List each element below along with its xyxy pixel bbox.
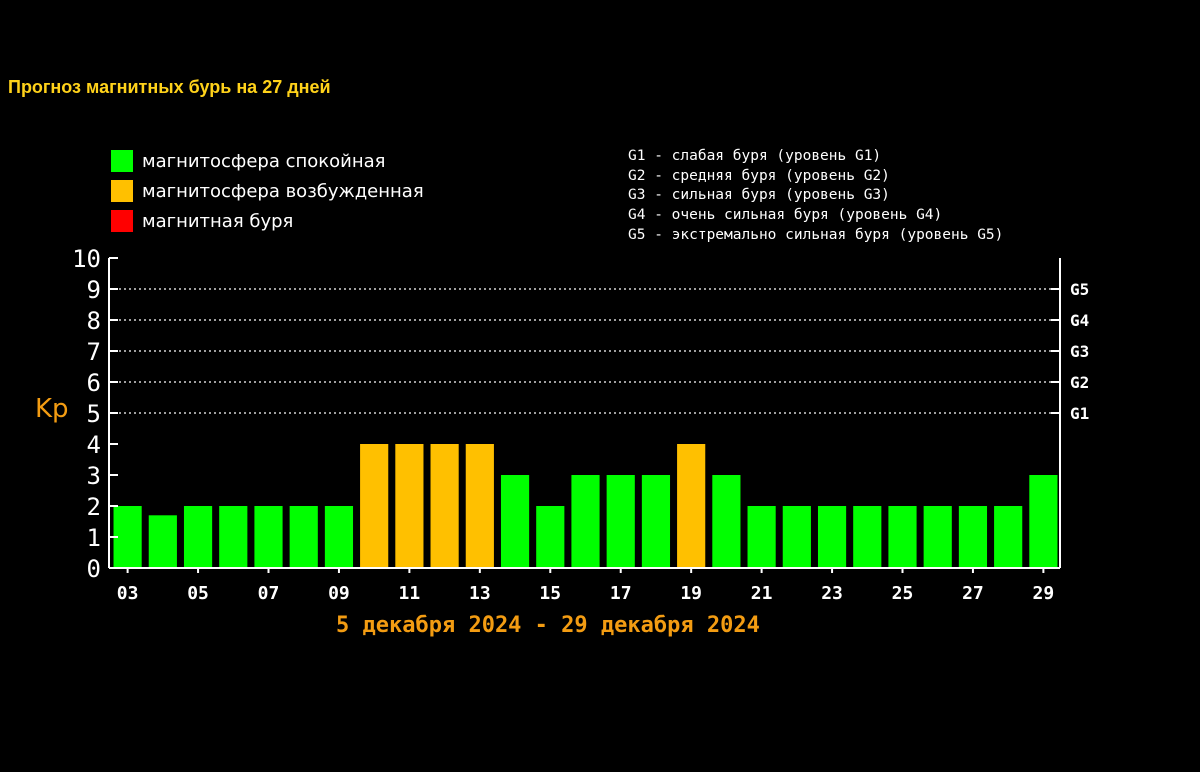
x-tick-label-19: 19 [680, 583, 702, 604]
y-tick-label-6: 6 [87, 369, 101, 397]
bar-day-23 [817, 506, 847, 568]
bar-day-29 [1029, 475, 1058, 568]
x-tick-label-07: 07 [258, 583, 280, 604]
bar-day-03 [113, 506, 142, 568]
bar-day-07 [254, 506, 283, 568]
right-tick-label-g3: G3 [1070, 342, 1089, 361]
y-tick-label-5: 5 [87, 400, 101, 428]
bar-day-26 [923, 506, 952, 568]
x-tick-label-13: 13 [469, 583, 491, 604]
g5-description: G5 - экстремально сильная буря (уровень … [628, 226, 1004, 243]
legend-label-quiet: магнитосфера спокойная [142, 150, 386, 172]
y-tick-label-9: 9 [87, 276, 101, 304]
legend-swatch-excited [111, 180, 133, 202]
bar-day-18 [641, 475, 671, 568]
bar-day-06 [219, 506, 248, 568]
legend-item-storm: магнитная буря [111, 206, 424, 236]
bar-day-15 [536, 506, 565, 568]
bar-day-08 [289, 506, 318, 568]
x-tick-label-09: 09 [328, 583, 350, 604]
x-tick-label-15: 15 [539, 583, 561, 604]
bar-day-12 [430, 444, 459, 568]
g-level-descriptions: G1 - слабая буря (уровень G1) G2 - средн… [628, 147, 1003, 246]
y-tick-label-10: 10 [72, 245, 101, 273]
right-tick-label-g5: G5 [1070, 280, 1089, 299]
bar-day-20 [712, 475, 741, 568]
right-tick-label-g4: G4 [1070, 311, 1089, 330]
right-tick-label-g2: G2 [1070, 373, 1089, 392]
bar-day-10 [360, 444, 389, 568]
bar-day-24 [853, 506, 882, 568]
bar-day-27 [958, 506, 988, 568]
legend-swatch-storm [111, 210, 133, 232]
right-tick-label-g1: G1 [1070, 404, 1089, 423]
chart-title: Прогноз магнитных бурь на 27 дней [8, 77, 331, 97]
x-tick-label-27: 27 [962, 583, 984, 604]
bar-day-04 [148, 515, 177, 568]
y-axis-label: Kp [35, 394, 69, 424]
x-tick-label-25: 25 [892, 583, 914, 604]
bar-day-13 [465, 444, 494, 568]
y-tick-label-4: 4 [87, 431, 101, 459]
x-tick-label-21: 21 [751, 583, 773, 604]
y-tick-label-8: 8 [87, 307, 101, 335]
legend-label-excited: магнитосфера возбужденная [142, 180, 424, 202]
x-tick-label-03: 03 [117, 583, 139, 604]
legend-label-storm: магнитная буря [142, 210, 294, 232]
g3-description: G3 - сильная буря (уровень G3) [628, 187, 890, 204]
x-tick-label-11: 11 [399, 583, 421, 604]
x-tick-label-29: 29 [1033, 583, 1055, 604]
bar-day-19 [677, 444, 706, 568]
bar-day-14 [500, 475, 530, 568]
bar-day-17 [606, 475, 635, 568]
x-tick-label-17: 17 [610, 583, 632, 604]
x-tick-label-05: 05 [187, 583, 209, 604]
legend-swatch-quiet [111, 150, 133, 172]
x-tick-label-23: 23 [821, 583, 843, 604]
bar-day-25 [888, 506, 917, 568]
bar-day-28 [994, 506, 1023, 568]
legend-item-excited: магнитосфера возбужденная [111, 176, 424, 206]
legend: магнитосфера спокойная магнитосфера возб… [111, 146, 424, 236]
g1-description: G1 - слабая буря (уровень G1) [628, 148, 882, 164]
legend-item-quiet: магнитосфера спокойная [111, 146, 424, 176]
y-tick-label-7: 7 [87, 338, 101, 366]
bar-day-11 [395, 444, 424, 568]
bar-day-16 [571, 475, 600, 568]
x-axis-label-date-range: 5 декабря 2024 - 29 декабря 2024 [336, 613, 760, 638]
bar-day-22 [782, 506, 811, 568]
y-tick-label-3: 3 [87, 462, 101, 490]
bar-day-21 [747, 506, 776, 568]
y-tick-label-2: 2 [87, 493, 101, 521]
y-tick-label-1: 1 [87, 524, 101, 552]
bar-day-05 [183, 506, 213, 568]
g4-description: G4 - очень сильная буря (уровень G4) [628, 207, 943, 224]
y-tick-label-0: 0 [87, 555, 101, 583]
bar-day-09 [324, 506, 354, 568]
g2-description: G2 - средняя буря (уровень G2) [628, 167, 890, 184]
